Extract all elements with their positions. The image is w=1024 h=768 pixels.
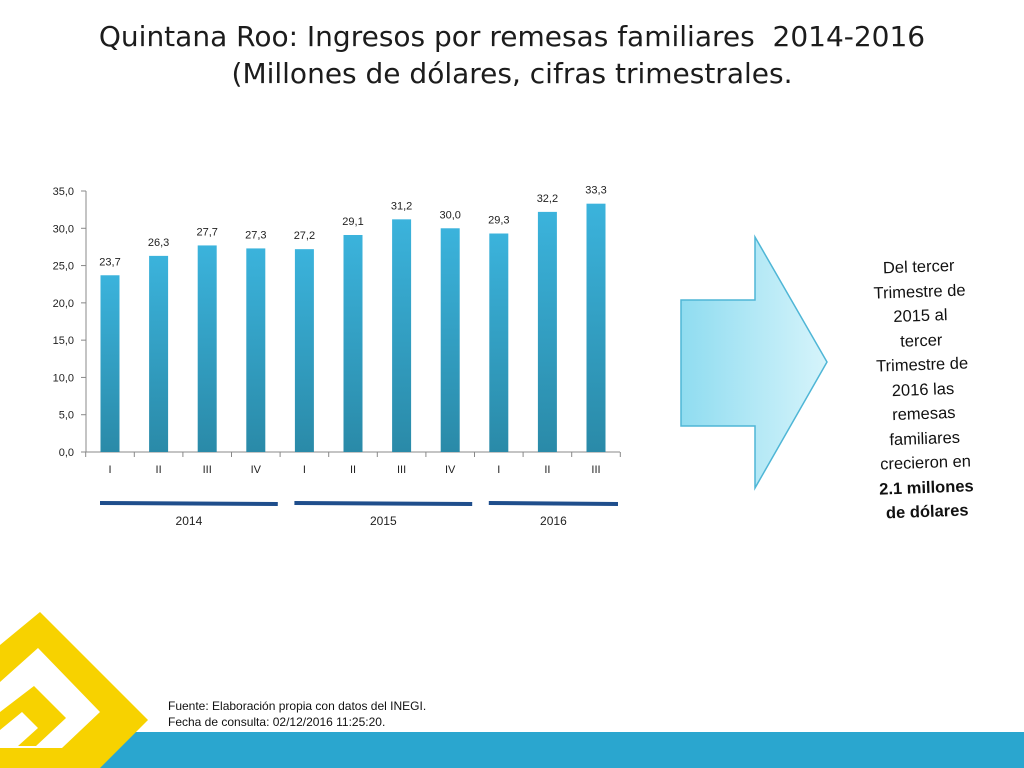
x-tick-label: III	[591, 464, 600, 476]
year-group-label: 2014	[176, 514, 203, 528]
callout-last-line: de dólares	[862, 498, 993, 527]
bar-value-label: 29,1	[342, 216, 363, 228]
x-tick-label: III	[397, 464, 406, 476]
y-tick-label: 30,0	[53, 223, 74, 235]
x-tick-label: II	[350, 464, 356, 476]
callout-line: Trimestre de	[875, 354, 969, 376]
bar-value-label: 32,2	[537, 193, 558, 205]
x-tick-label: I	[497, 464, 500, 476]
callout-line: Trimestre de	[873, 280, 966, 303]
bar-value-label: 30,0	[439, 209, 460, 221]
bar-value-label: 27,7	[196, 226, 217, 238]
bar	[343, 234, 363, 452]
title-line-1: Quintana Roo: Ingresos por remesas famil…	[98, 20, 926, 53]
bar	[246, 248, 266, 452]
y-tick-label: 20,0	[53, 298, 74, 310]
bar-value-label: 33,3	[585, 185, 606, 197]
callout-highlight-value: 2.1	[878, 479, 903, 499]
y-tick-label: 15,0	[53, 335, 74, 347]
x-tick-label: II	[156, 464, 162, 476]
title-line-2: (Millones de dólares, cifras trimestrale…	[231, 57, 793, 90]
bar-value-label: 27,2	[294, 230, 315, 242]
bar-value-label: 31,2	[391, 200, 412, 212]
y-tick-label: 25,0	[53, 261, 74, 273]
callout-last-text: de dólares	[885, 501, 969, 523]
year-group-line	[488, 501, 619, 506]
bar-value-label: 29,3	[488, 215, 509, 227]
x-tick-label: IV	[445, 464, 456, 476]
chart-labels: 23,7I26,3II27,7III27,3IV27,2I29,1II31,2I…	[99, 185, 606, 476]
year-group-line	[99, 501, 278, 506]
chart-bars	[100, 203, 606, 452]
footer-bar	[0, 732, 1024, 768]
logo-center-cut	[0, 712, 38, 746]
source-line-2: Fecha de consulta: 02/12/2016 11:25:20.	[168, 715, 386, 729]
year-group-label: 2016	[540, 514, 567, 528]
logo-mark	[0, 612, 148, 768]
year-group-label: 2015	[370, 514, 397, 528]
x-tick-label: I	[108, 464, 111, 476]
y-tick-label: 0,0	[59, 447, 74, 459]
callout-highlight-line: 2.1 millones	[861, 473, 992, 502]
y-tick-label: 5,0	[59, 410, 74, 422]
x-tick-label: III	[203, 464, 212, 476]
bar	[392, 219, 412, 452]
bar	[537, 211, 557, 452]
bar-value-label: 23,7	[99, 256, 120, 268]
callout-highlight-rest: millones	[901, 476, 974, 498]
bar	[440, 228, 460, 452]
bar	[294, 249, 314, 452]
arrow-shape	[680, 234, 828, 491]
x-tick-label: II	[544, 464, 550, 476]
x-tick-label: IV	[251, 464, 262, 476]
source-line-1: Fuente: Elaboración propia con datos del…	[168, 699, 427, 713]
y-tick-label: 10,0	[53, 372, 74, 384]
x-tick-label: I	[303, 464, 306, 476]
bar-value-label: 26,3	[148, 237, 169, 249]
callout-lines: Del tercer Trimestre de 2015 al tercer Trime…	[853, 253, 991, 478]
y-tick-label: 35,0	[53, 186, 74, 198]
bar-value-label: 27,3	[245, 229, 266, 241]
bar	[197, 245, 217, 452]
bar	[100, 275, 120, 452]
bar	[586, 203, 606, 452]
logo-center-cut-shape	[0, 712, 38, 746]
callout-text: Del tercer Trimestre de 2015 al tercer Trime…	[853, 253, 992, 527]
year-group-line	[294, 501, 473, 506]
source-note: Fuente: Elaboración propia con datos del…	[168, 698, 426, 730]
slide-title: Quintana Roo: Ingresos por remesas famil…	[60, 18, 964, 92]
bar	[489, 233, 509, 452]
bar	[149, 255, 169, 452]
chart-groups: 2014 2015 2016	[99, 501, 619, 528]
